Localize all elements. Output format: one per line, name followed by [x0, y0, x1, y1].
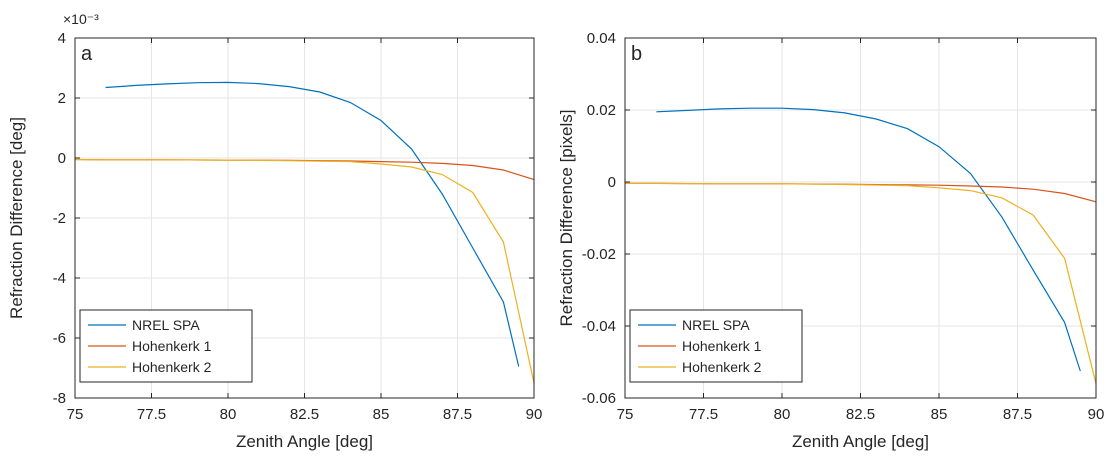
series-line-hohenkerk-2 — [625, 182, 1097, 384]
x-tick-label: 80 — [774, 406, 791, 423]
y-tick-label: -0.02 — [582, 246, 616, 263]
y-axis-label-b: Refraction Difference [pixels] — [557, 109, 576, 326]
y-tick-label: 4 — [58, 30, 66, 47]
x-tick-label: 87.5 — [1003, 406, 1032, 423]
y-tick-label: -0.04 — [582, 318, 616, 335]
series-layer-b — [625, 107, 1097, 384]
x-tick-label: 82.5 — [290, 406, 319, 423]
chart-panel-b: 75 77.5 80 82.5 85 87.5 90 0.04 0.02 0 -0.02 -0.04 -… — [557, 30, 1104, 451]
series-line-hohenkerk-2 — [74, 158, 535, 384]
x-tick-label: 75 — [617, 406, 634, 423]
x-tick-label: 77.5 — [689, 406, 718, 423]
x-tick-label: 90 — [1088, 406, 1105, 423]
x-tick-label: 82.5 — [846, 406, 875, 423]
x-tick-label: 77.5 — [137, 406, 166, 423]
y-tick-label: -8 — [53, 390, 66, 407]
y-tick-label: 0.04 — [587, 30, 616, 47]
series-line-nrel-spa — [105, 81, 520, 367]
x-tick-label: 85 — [373, 406, 390, 423]
y-tick-label: 2 — [58, 90, 66, 107]
legend-entry-nrel-spa: NREL SPA — [682, 317, 750, 333]
x-tick-label: 85 — [931, 406, 948, 423]
y-axis-label-a: Refraction Difference [deg] — [7, 117, 26, 319]
legend-b: NREL SPA Hohenkerk 1 Hohenkerk 2 — [629, 309, 803, 383]
y-tick-label: 0 — [608, 174, 616, 191]
x-axis-label-b: Zenith Angle [deg] — [792, 432, 929, 451]
y-tick-label: -2 — [53, 210, 66, 227]
y-exponent-label: ×10⁻³ — [63, 11, 99, 27]
panel-label-a: a — [81, 43, 93, 65]
x-tick-label: 87.5 — [443, 406, 472, 423]
legend-entry-hohenkerk-1: Hohenkerk 1 — [132, 338, 212, 354]
y-tick-label: 0.02 — [587, 102, 616, 119]
legend-entry-hohenkerk-2: Hohenkerk 2 — [682, 359, 762, 375]
y-tick-label: -4 — [53, 270, 66, 287]
x-tick-label: 90 — [526, 406, 543, 423]
ticks-b: 75 77.5 80 82.5 85 87.5 90 0.04 0.02 0 -0.02 -0.04 -… — [582, 30, 1105, 423]
legend-entry-hohenkerk-2: Hohenkerk 2 — [132, 359, 212, 375]
x-axis-label-a: Zenith Angle [deg] — [236, 432, 373, 451]
ticks-a: 75 77.5 80 82.5 85 87.5 90 4 2 0 -2 -4 -6 -8 — [53, 30, 543, 423]
x-tick-label: 80 — [220, 406, 237, 423]
legend-entry-hohenkerk-1: Hohenkerk 1 — [682, 338, 762, 354]
x-tick-label: 75 — [67, 406, 84, 423]
y-tick-label: -0.06 — [582, 390, 616, 407]
series-layer-a — [74, 81, 535, 384]
legend-a: NREL SPA Hohenkerk 1 Hohenkerk 2 — [79, 309, 253, 383]
y-tick-label: 0 — [58, 150, 66, 167]
series-line-nrel-spa — [656, 107, 1081, 372]
panel-label-b: b — [631, 43, 642, 65]
y-tick-label: -6 — [53, 330, 66, 347]
legend-entry-nrel-spa: NREL SPA — [132, 317, 200, 333]
